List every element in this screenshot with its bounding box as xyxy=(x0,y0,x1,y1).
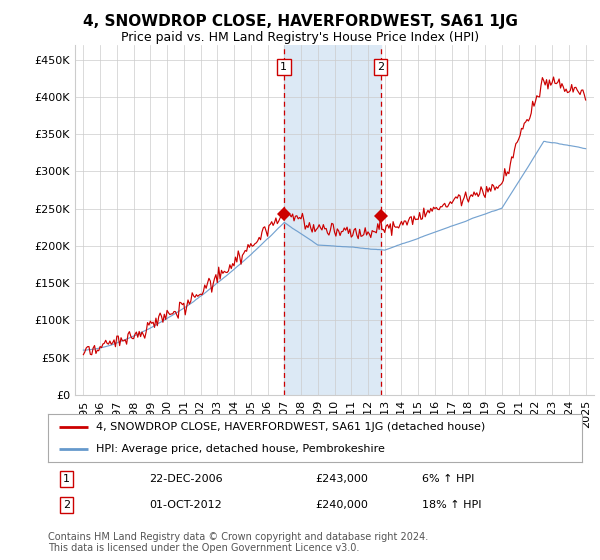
Text: Price paid vs. HM Land Registry's House Price Index (HPI): Price paid vs. HM Land Registry's House … xyxy=(121,31,479,44)
Text: Contains HM Land Registry data © Crown copyright and database right 2024.
This d: Contains HM Land Registry data © Crown c… xyxy=(48,531,428,553)
Text: 18% ↑ HPI: 18% ↑ HPI xyxy=(422,500,481,510)
Text: 01-OCT-2012: 01-OCT-2012 xyxy=(149,500,222,510)
Text: 1: 1 xyxy=(280,62,287,72)
Text: £243,000: £243,000 xyxy=(315,474,368,484)
Text: 4, SNOWDROP CLOSE, HAVERFORDWEST, SA61 1JG (detached house): 4, SNOWDROP CLOSE, HAVERFORDWEST, SA61 1… xyxy=(96,422,485,432)
Text: HPI: Average price, detached house, Pembrokeshire: HPI: Average price, detached house, Pemb… xyxy=(96,444,385,454)
Text: 6% ↑ HPI: 6% ↑ HPI xyxy=(422,474,474,484)
Text: 1: 1 xyxy=(63,474,70,484)
Text: 4, SNOWDROP CLOSE, HAVERFORDWEST, SA61 1JG: 4, SNOWDROP CLOSE, HAVERFORDWEST, SA61 1… xyxy=(83,14,517,29)
Text: 2: 2 xyxy=(63,500,70,510)
Text: 22-DEC-2006: 22-DEC-2006 xyxy=(149,474,223,484)
Text: 2: 2 xyxy=(377,62,384,72)
Bar xyxy=(284,45,380,395)
Text: £240,000: £240,000 xyxy=(315,500,368,510)
